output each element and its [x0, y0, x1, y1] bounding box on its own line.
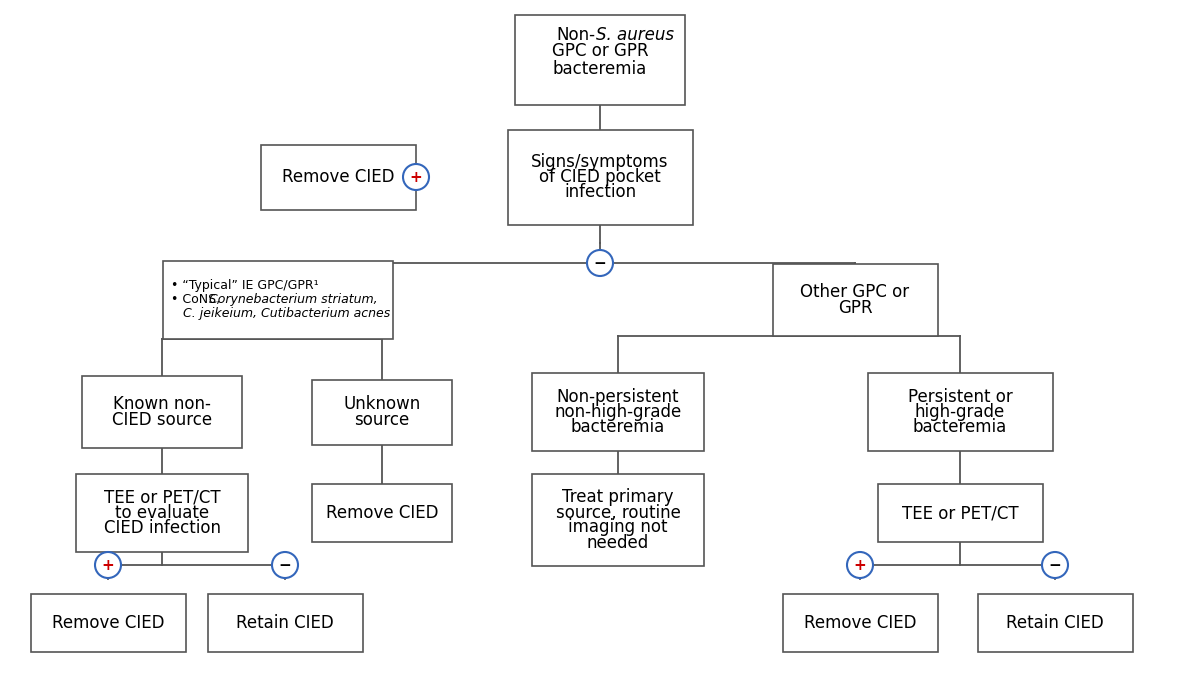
- Text: +: +: [853, 558, 866, 572]
- Text: Unknown: Unknown: [343, 395, 421, 413]
- Text: −: −: [594, 256, 606, 271]
- Text: Remove CIED: Remove CIED: [325, 504, 438, 522]
- Text: Remove CIED: Remove CIED: [804, 614, 917, 632]
- Text: imaging not: imaging not: [569, 518, 667, 537]
- Text: Corynebacterium striatum,: Corynebacterium striatum,: [209, 294, 378, 306]
- Circle shape: [272, 552, 298, 578]
- Text: of CIED pocket: of CIED pocket: [539, 168, 661, 186]
- Text: needed: needed: [587, 533, 649, 551]
- Text: GPR: GPR: [838, 299, 872, 317]
- FancyBboxPatch shape: [163, 261, 394, 339]
- FancyBboxPatch shape: [76, 474, 248, 552]
- Text: Persistent or: Persistent or: [907, 388, 1013, 406]
- FancyBboxPatch shape: [208, 594, 362, 652]
- Text: Other GPC or: Other GPC or: [800, 283, 910, 301]
- Text: +: +: [102, 558, 114, 572]
- Text: Non-persistent: Non-persistent: [557, 388, 679, 406]
- FancyBboxPatch shape: [532, 373, 704, 451]
- Text: high-grade: high-grade: [914, 403, 1006, 421]
- FancyBboxPatch shape: [532, 474, 704, 566]
- FancyBboxPatch shape: [312, 484, 452, 542]
- Text: infection: infection: [564, 183, 636, 201]
- Text: TEE or PET/CT: TEE or PET/CT: [103, 489, 221, 507]
- FancyBboxPatch shape: [260, 144, 415, 209]
- Text: S. aureus: S. aureus: [596, 26, 674, 43]
- FancyBboxPatch shape: [773, 264, 937, 336]
- Text: bacteremia: bacteremia: [571, 418, 665, 436]
- Circle shape: [847, 552, 874, 578]
- FancyBboxPatch shape: [508, 130, 692, 225]
- Text: +: +: [409, 169, 422, 184]
- Circle shape: [95, 552, 121, 578]
- Text: bacteremia: bacteremia: [553, 59, 647, 78]
- FancyBboxPatch shape: [868, 373, 1052, 451]
- Text: Treat primary: Treat primary: [563, 489, 673, 506]
- Text: bacteremia: bacteremia: [913, 418, 1007, 436]
- Text: source: source: [354, 411, 409, 429]
- Text: GPC or GPR: GPC or GPR: [552, 43, 648, 61]
- FancyBboxPatch shape: [877, 484, 1043, 542]
- Text: non-high-grade: non-high-grade: [554, 403, 682, 421]
- Text: Remove CIED: Remove CIED: [52, 614, 164, 632]
- FancyBboxPatch shape: [978, 594, 1133, 652]
- Text: to evaluate: to evaluate: [115, 504, 209, 522]
- Text: C. jeikeium, Cutibacterium acnes: C. jeikeium, Cutibacterium acnes: [182, 308, 390, 321]
- FancyBboxPatch shape: [782, 594, 937, 652]
- Text: Non-: Non-: [556, 26, 595, 43]
- Text: CIED infection: CIED infection: [103, 519, 221, 537]
- Text: source, routine: source, routine: [556, 504, 680, 522]
- Text: Remove CIED: Remove CIED: [282, 168, 395, 186]
- Text: Retain CIED: Retain CIED: [1006, 614, 1104, 632]
- Text: Known non-: Known non-: [113, 395, 211, 413]
- Text: Retain CIED: Retain CIED: [236, 614, 334, 632]
- Circle shape: [403, 164, 430, 190]
- FancyBboxPatch shape: [515, 15, 685, 105]
- FancyBboxPatch shape: [312, 379, 452, 445]
- FancyBboxPatch shape: [82, 376, 242, 448]
- Text: −: −: [278, 558, 292, 572]
- Text: TEE or PET/CT: TEE or PET/CT: [901, 504, 1019, 522]
- Text: CIED source: CIED source: [112, 411, 212, 429]
- Text: Signs/symptoms: Signs/symptoms: [532, 153, 668, 171]
- Circle shape: [587, 250, 613, 276]
- Text: −: −: [1049, 558, 1061, 572]
- Text: • “Typical” IE GPC/GPR¹: • “Typical” IE GPC/GPR¹: [172, 279, 319, 292]
- FancyBboxPatch shape: [30, 594, 186, 652]
- Text: • CoNS,: • CoNS,: [172, 294, 224, 306]
- Circle shape: [1042, 552, 1068, 578]
